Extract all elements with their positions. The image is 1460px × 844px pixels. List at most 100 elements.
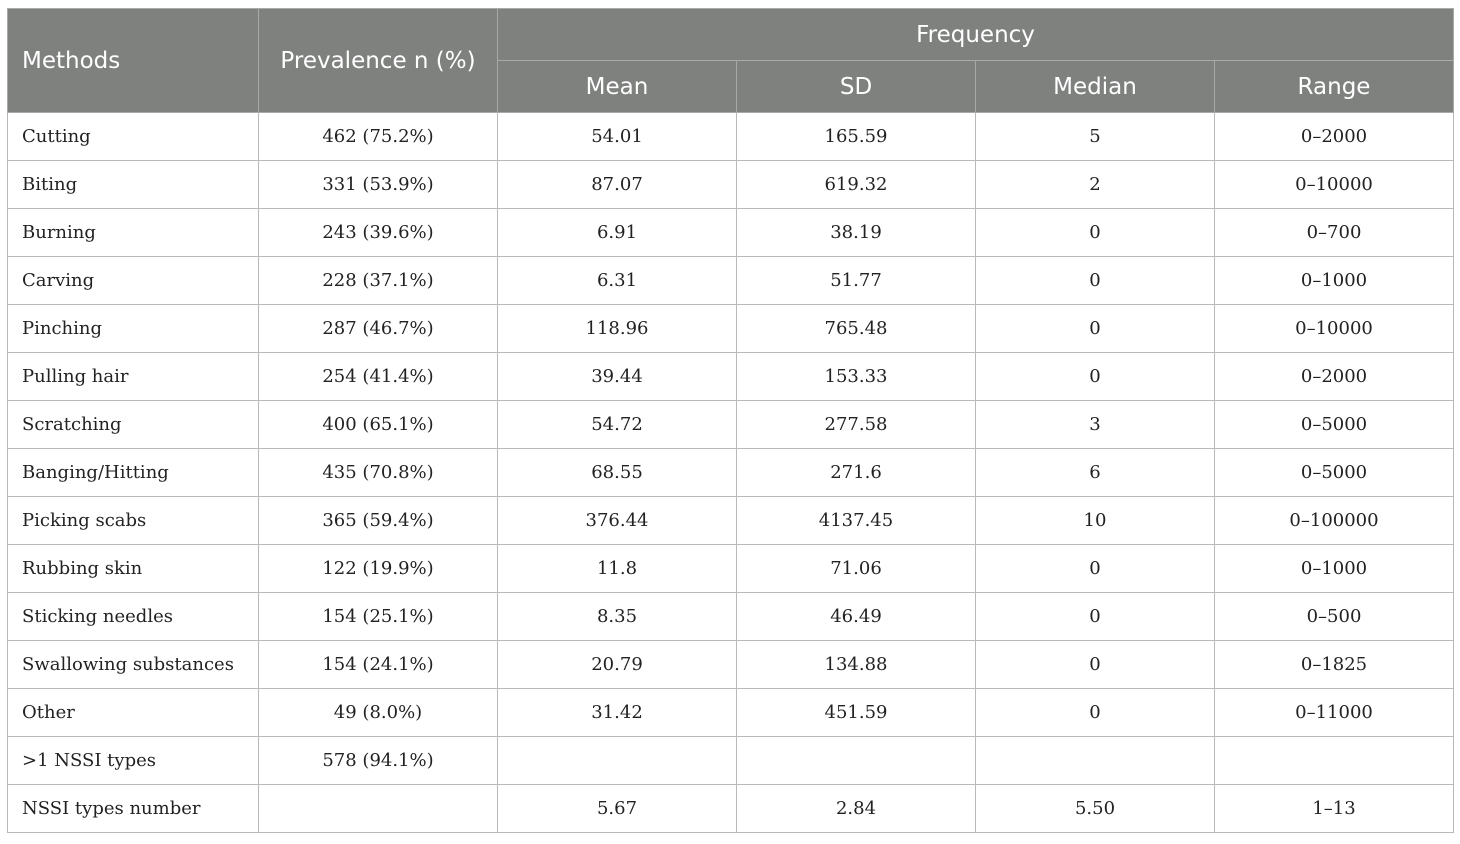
cell-mean: 39.44 [497, 352, 737, 401]
cell-mean: 11.8 [497, 544, 737, 593]
cell-range: 0–5000 [1213, 400, 1455, 449]
cell-mean: 87.07 [497, 160, 737, 209]
cell-prevalence: 287 (46.7%) [258, 304, 498, 353]
cell-prevalence: 435 (70.8%) [258, 448, 498, 497]
header-row-sub: Mean SD Median Range [8, 60, 1455, 113]
cell-mean: 5.67 [497, 784, 737, 833]
cell-sd: 51.77 [736, 256, 976, 305]
cell-sd: 765.48 [736, 304, 976, 353]
table-row: Swallowing substances 154 (24.1%) 20.79 134… [7, 640, 1455, 689]
cell-sd: 271.6 [736, 448, 976, 497]
cell-prevalence: 365 (59.4%) [258, 496, 498, 545]
cell-range: 0–5000 [1213, 448, 1455, 497]
table-row: Cutting 462 (75.2%) 54.01 165.59 5 0–2000 [7, 112, 1455, 161]
cell-mean: 376.44 [497, 496, 737, 545]
cell-prevalence: 400 (65.1%) [258, 400, 498, 449]
cell-median: 0 [975, 640, 1215, 689]
cell-method: Biting [7, 160, 259, 209]
cell-sd: 134.88 [736, 640, 976, 689]
cell-sd: 153.33 [736, 352, 976, 401]
cell-prevalence [258, 784, 498, 833]
cell-median: 0 [975, 256, 1215, 305]
table-body: Cutting 462 (75.2%) 54.01 165.59 5 0–2000 Biti… [7, 112, 1455, 833]
cell-prevalence: 462 (75.2%) [258, 112, 498, 161]
cell-sd: 165.59 [736, 112, 976, 161]
cell-method: Picking scabs [7, 496, 259, 545]
header-mean: Mean [497, 60, 737, 113]
header-prevalence: Prevalence n (%) [258, 8, 498, 113]
cell-method: Sticking needles [7, 592, 259, 641]
cell-sd: 4137.45 [736, 496, 976, 545]
cell-sd: 619.32 [736, 160, 976, 209]
cell-method: Carving [7, 256, 259, 305]
table-row: Sticking needles 154 (25.1%) 8.35 46.49 0 0–5… [7, 592, 1455, 641]
cell-range: 0–100000 [1213, 496, 1455, 545]
cell-method: Scratching [7, 400, 259, 449]
cell-mean: 118.96 [497, 304, 737, 353]
table-row: >1 NSSI types 578 (94.1%) [7, 736, 1455, 785]
cell-median: 6 [975, 448, 1215, 497]
cell-mean [497, 736, 737, 785]
cell-median: 10 [975, 496, 1215, 545]
cell-method: NSSI types number [7, 784, 259, 833]
table-row: NSSI types number 5.67 2.84 5.50 1–13 [7, 784, 1455, 833]
header-sd: SD [736, 60, 976, 113]
cell-range: 0–500 [1213, 592, 1455, 641]
cell-median: 0 [975, 544, 1215, 593]
cell-range: 0–10000 [1213, 160, 1455, 209]
cell-mean: 8.35 [497, 592, 737, 641]
cell-range: 0–700 [1213, 208, 1455, 257]
cell-range: 0–1000 [1213, 256, 1455, 305]
cell-mean: 68.55 [497, 448, 737, 497]
cell-prevalence: 228 (37.1%) [258, 256, 498, 305]
table-row: Biting 331 (53.9%) 87.07 619.32 2 0–10000 [7, 160, 1455, 209]
header-methods: Methods [7, 8, 259, 113]
cell-range: 0–11000 [1213, 688, 1455, 737]
cell-range: 0–1000 [1213, 544, 1455, 593]
cell-method: Pinching [7, 304, 259, 353]
cell-sd: 38.19 [736, 208, 976, 257]
cell-median: 0 [975, 304, 1215, 353]
cell-median: 0 [975, 592, 1215, 641]
table-header: Methods Prevalence n (%) Frequency Mean … [7, 8, 1455, 113]
cell-sd: 71.06 [736, 544, 976, 593]
table-row: Picking scabs 365 (59.4%) 376.44 4137.45 10 0… [7, 496, 1455, 545]
table-row: Burning 243 (39.6%) 6.91 38.19 0 0–700 [7, 208, 1455, 257]
header-row-top: Methods Prevalence n (%) Frequency [7, 8, 1455, 113]
cell-method: Cutting [7, 112, 259, 161]
header-median: Median [975, 60, 1215, 113]
cell-sd: 277.58 [736, 400, 976, 449]
cell-method: Swallowing substances [7, 640, 259, 689]
cell-mean: 6.31 [497, 256, 737, 305]
cell-range [1213, 736, 1455, 785]
cell-mean: 54.72 [497, 400, 737, 449]
cell-sd: 2.84 [736, 784, 976, 833]
cell-median: 0 [975, 688, 1215, 737]
cell-method: Other [7, 688, 259, 737]
cell-median: 5 [975, 112, 1215, 161]
cell-prevalence: 154 (25.1%) [258, 592, 498, 641]
cell-prevalence: 122 (19.9%) [258, 544, 498, 593]
header-range: Range [1213, 60, 1455, 113]
cell-range: 0–2000 [1213, 352, 1455, 401]
cell-method: Pulling hair [7, 352, 259, 401]
cell-range: 0–2000 [1213, 112, 1455, 161]
table-row: Scratching 400 (65.1%) 54.72 277.58 3 0–5000 [7, 400, 1455, 449]
cell-range: 0–1825 [1213, 640, 1455, 689]
table-row: Pinching 287 (46.7%) 118.96 765.48 0 0–10000 [7, 304, 1455, 353]
cell-mean: 20.79 [497, 640, 737, 689]
table-row: Pulling hair 254 (41.4%) 39.44 153.33 0 0–200… [7, 352, 1455, 401]
cell-median: 2 [975, 160, 1215, 209]
cell-mean: 31.42 [497, 688, 737, 737]
table-row: Other 49 (8.0%) 31.42 451.59 0 0–11000 [7, 688, 1455, 737]
cell-prevalence: 331 (53.9%) [258, 160, 498, 209]
cell-prevalence: 243 (39.6%) [258, 208, 498, 257]
cell-prevalence: 154 (24.1%) [258, 640, 498, 689]
table-row: Carving 228 (37.1%) 6.31 51.77 0 0–1000 [7, 256, 1455, 305]
cell-range: 0–10000 [1213, 304, 1455, 353]
table-row: Banging/Hitting 435 (70.8%) 68.55 271.6 6 0–5… [7, 448, 1455, 497]
cell-sd [736, 736, 976, 785]
cell-sd: 46.49 [736, 592, 976, 641]
cell-median: 3 [975, 400, 1215, 449]
header-frequency: Frequency [496, 8, 1455, 61]
